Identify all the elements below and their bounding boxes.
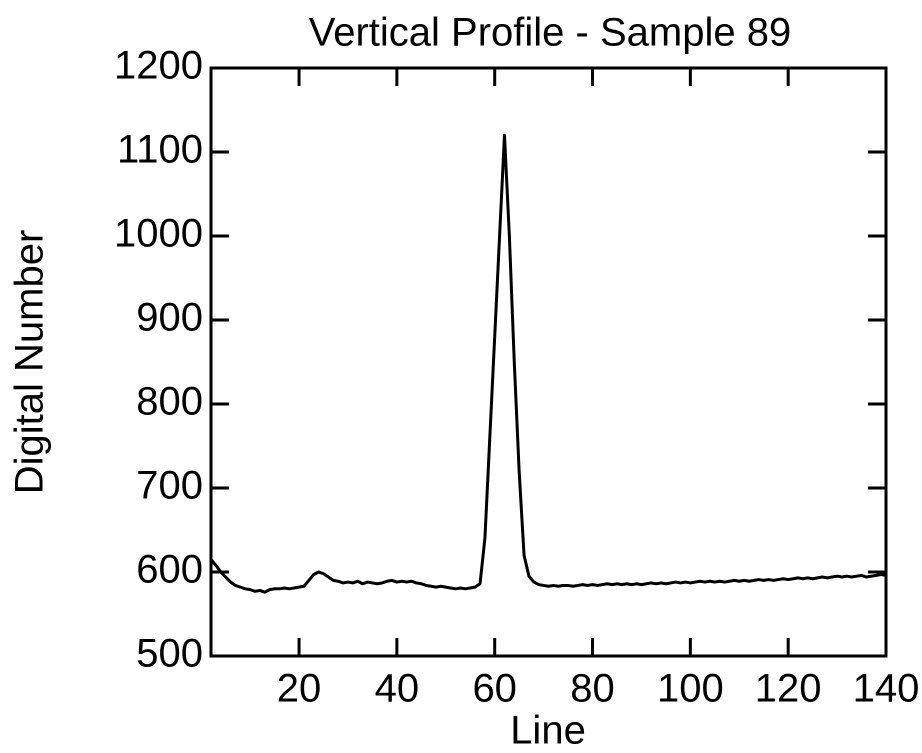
y-tick-label: 1000 [114,212,203,256]
y-axis-label: Digital Number [8,230,52,495]
x-tick-label: 40 [375,667,420,711]
plot-frame [209,66,888,658]
x-tick-label: 100 [657,667,724,711]
x-tick-label: 140 [853,667,920,711]
y-tick-label: 1200 [114,44,203,88]
chart-title: Vertical Profile - Sample 89 [309,11,791,55]
x-axis-label: Line [510,709,586,753]
x-tick-label: 20 [277,667,322,711]
x-tick-label: 60 [472,667,517,711]
y-tick-label: 700 [136,464,203,508]
y-tick-label: 500 [136,632,203,676]
x-tick-label: 120 [755,667,822,711]
x-tick-label: 80 [570,667,615,711]
y-tick-label: 600 [136,548,203,592]
y-tick-label: 900 [136,296,203,340]
data-line [209,133,887,594]
y-tick-label: 1100 [117,128,203,172]
y-tick-label: 800 [136,380,203,424]
